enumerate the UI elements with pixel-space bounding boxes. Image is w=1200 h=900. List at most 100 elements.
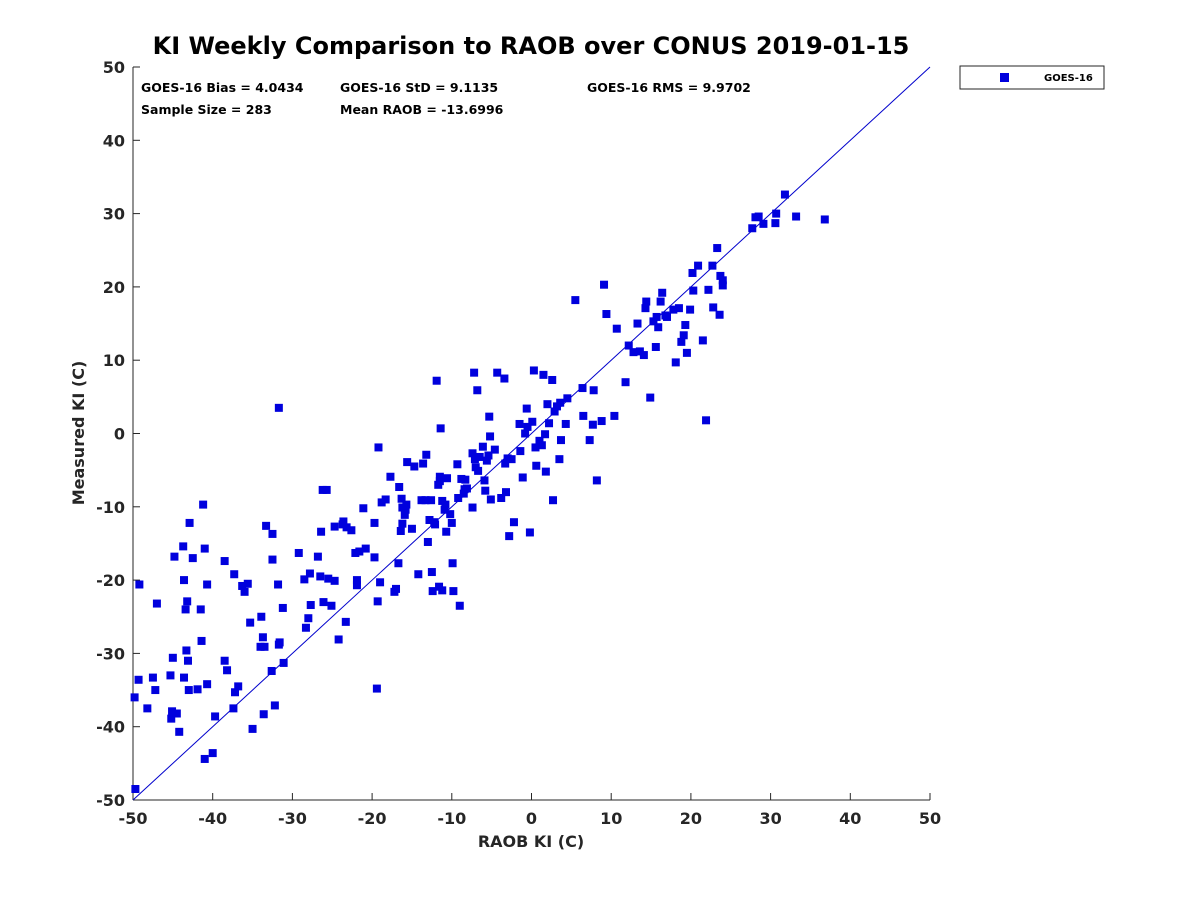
data-point: [518, 473, 527, 482]
y-tick-label: -20: [96, 571, 125, 590]
data-point: [401, 505, 410, 514]
data-point: [501, 488, 510, 497]
data-point: [531, 443, 540, 452]
data-point: [396, 526, 405, 535]
data-point: [718, 276, 727, 285]
data-point: [200, 544, 209, 553]
y-tick-label: -40: [96, 718, 125, 737]
data-point: [754, 212, 763, 221]
data-point: [674, 304, 683, 313]
data-point: [772, 209, 781, 218]
data-point: [262, 521, 271, 530]
data-point: [759, 219, 768, 228]
data-point: [359, 504, 368, 513]
data-point: [436, 424, 445, 433]
data-point: [435, 477, 444, 486]
data-point: [294, 548, 303, 557]
data-point: [682, 348, 691, 357]
data-point: [501, 459, 510, 468]
data-point: [480, 476, 489, 485]
data-point: [521, 429, 530, 438]
data-point: [168, 653, 177, 662]
data-point: [716, 271, 725, 280]
data-point: [579, 411, 588, 420]
data-point: [423, 537, 432, 546]
y-tick-label: 20: [103, 278, 125, 297]
y-tick-label: 50: [103, 58, 125, 77]
data-point: [500, 374, 509, 383]
data-point: [597, 417, 606, 426]
data-point: [394, 559, 403, 568]
data-point: [397, 494, 406, 503]
data-point: [134, 675, 143, 684]
data-point: [563, 394, 572, 403]
data-point: [689, 286, 698, 295]
data-point: [507, 455, 516, 464]
data-point: [258, 633, 267, 642]
data-point: [516, 447, 525, 456]
stat-mean-raob: Mean RAOB = -13.6996: [340, 102, 504, 117]
data-point: [268, 529, 277, 538]
data-point: [372, 684, 381, 693]
y-ticks: 50 40 30 20 10 0 -10 -20 -30 -40 -50: [96, 58, 140, 810]
data-point: [229, 704, 238, 713]
x-tick-label: -50: [119, 809, 148, 828]
legend-box: [959, 65, 1105, 90]
data-point: [549, 496, 558, 505]
data-point: [373, 597, 382, 606]
y-tick-label: 10: [103, 351, 125, 370]
data-point: [440, 505, 449, 514]
data-point: [468, 503, 477, 512]
x-tick-label: -20: [358, 809, 387, 828]
data-point: [183, 656, 192, 665]
data-point: [414, 570, 423, 579]
data-point: [234, 682, 243, 691]
data-point: [248, 724, 257, 733]
data-point: [539, 370, 548, 379]
data-point: [403, 458, 412, 467]
data-point: [425, 515, 434, 524]
data-point: [175, 727, 184, 736]
data-point: [427, 568, 436, 577]
y-tick-label: 0: [114, 425, 125, 444]
data-point: [509, 518, 518, 527]
data-point: [541, 467, 550, 476]
data-point: [654, 323, 663, 332]
data-point: [649, 317, 658, 326]
data-point: [600, 280, 609, 289]
chart-title: KI Weekly Comparison to RAOB over CONUS …: [153, 32, 910, 60]
y-tick-label: 30: [103, 205, 125, 224]
data-point: [529, 366, 538, 375]
data-point: [143, 704, 152, 713]
data-point: [428, 587, 437, 596]
data-point: [669, 305, 678, 314]
data-point: [610, 411, 619, 420]
data-point: [392, 584, 401, 593]
data-point: [421, 496, 430, 505]
data-point: [322, 485, 331, 494]
data-point: [561, 419, 570, 428]
data-point: [528, 417, 537, 426]
data-point: [402, 500, 411, 509]
data-point: [278, 603, 287, 612]
y-tick-label: -30: [96, 644, 125, 663]
legend: GOES-16: [959, 65, 1105, 90]
x-axis-label: RAOB KI (C): [478, 832, 584, 851]
y-axis-label: Measured KI (C): [69, 361, 88, 506]
data-point: [231, 688, 240, 697]
data-point: [400, 510, 409, 519]
data-point: [652, 312, 661, 321]
data-point: [702, 416, 711, 425]
data-point: [443, 474, 452, 483]
legend-label: GOES-16: [1044, 73, 1093, 84]
data-point: [708, 261, 717, 270]
data-point: [267, 666, 276, 675]
data-point: [713, 244, 722, 253]
data-point: [301, 623, 310, 632]
data-point: [334, 635, 343, 644]
data-point: [305, 569, 314, 578]
data-point: [482, 456, 491, 465]
data-point: [422, 450, 431, 459]
data-point: [704, 285, 713, 294]
data-point: [679, 331, 688, 340]
